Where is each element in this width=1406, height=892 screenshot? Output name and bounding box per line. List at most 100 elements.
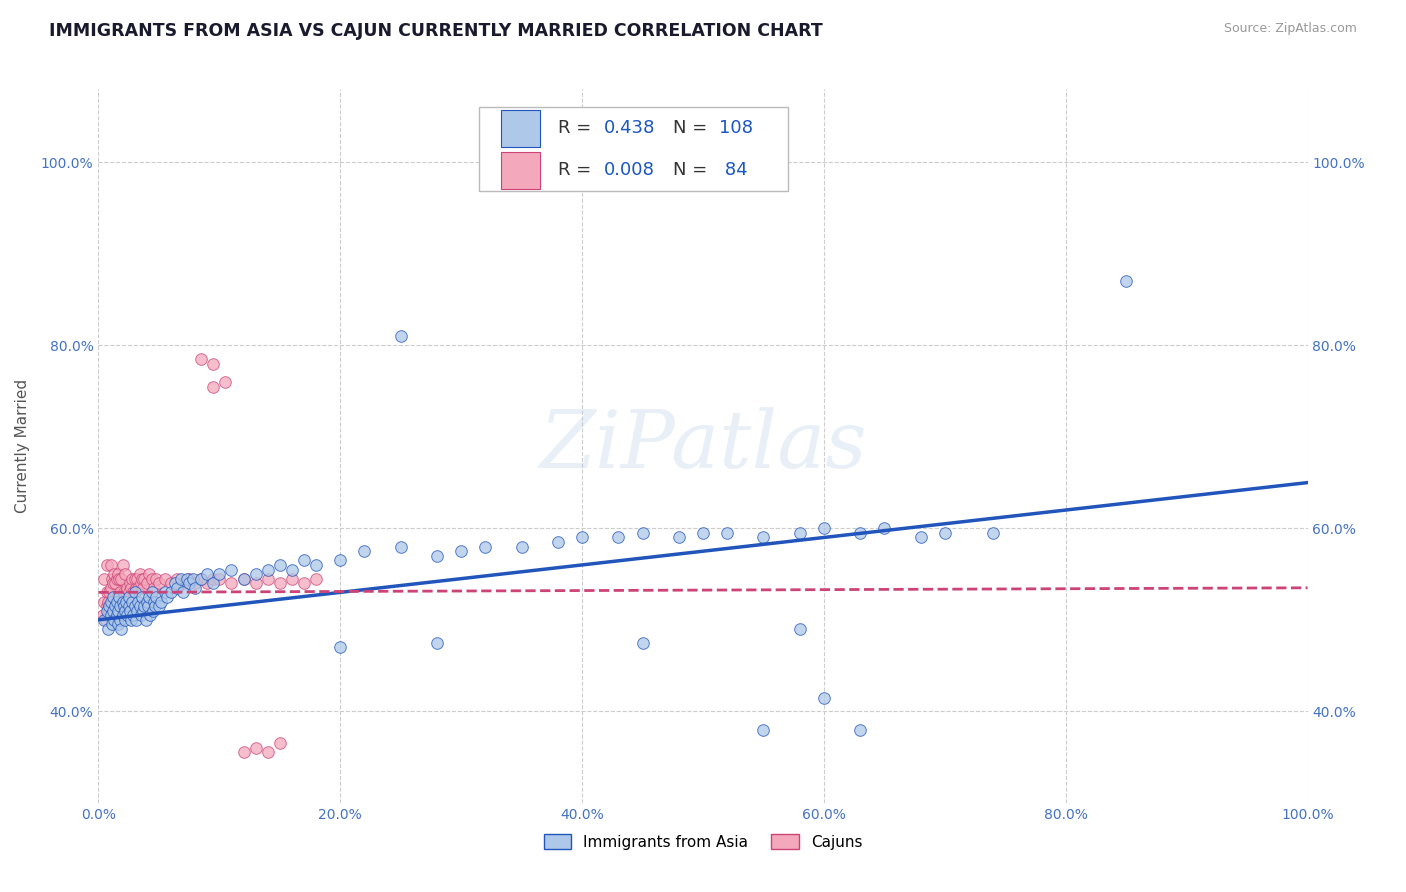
Point <box>269 736 291 750</box>
Point <box>281 562 304 576</box>
Point <box>138 590 160 604</box>
Point <box>98 599 121 613</box>
Point <box>100 617 122 632</box>
Point <box>117 608 139 623</box>
Point <box>269 576 291 591</box>
Text: 0.008: 0.008 <box>603 161 655 179</box>
Point <box>104 604 127 618</box>
Point <box>104 576 127 591</box>
Point <box>122 608 145 623</box>
Point <box>114 604 136 618</box>
Point <box>245 576 267 591</box>
FancyBboxPatch shape <box>501 152 540 189</box>
Point <box>256 572 278 586</box>
Point <box>108 594 131 608</box>
Point <box>128 567 150 582</box>
Point <box>184 576 207 591</box>
Point <box>100 558 122 572</box>
Point <box>111 590 134 604</box>
Point <box>389 540 412 554</box>
Point <box>221 562 243 576</box>
Point <box>97 608 120 623</box>
Point <box>631 636 654 650</box>
Point <box>752 531 775 545</box>
Point <box>107 617 129 632</box>
Point <box>98 585 121 599</box>
Point <box>184 581 207 595</box>
Text: 0.438: 0.438 <box>603 120 655 137</box>
Point <box>118 604 141 618</box>
Point <box>118 585 141 599</box>
Point <box>120 581 142 595</box>
Point <box>111 608 134 623</box>
Point <box>716 525 738 540</box>
Point <box>100 581 122 595</box>
Point <box>873 521 896 535</box>
Point <box>163 576 186 591</box>
Y-axis label: Currently Married: Currently Married <box>15 379 30 513</box>
Point <box>93 572 115 586</box>
Point <box>607 531 630 545</box>
Text: 84: 84 <box>718 161 748 179</box>
Point <box>141 572 163 586</box>
Point <box>115 594 138 608</box>
Point <box>135 594 157 608</box>
Point <box>166 572 188 586</box>
Point <box>96 604 118 618</box>
Point <box>107 594 129 608</box>
Point <box>547 535 569 549</box>
Point <box>108 572 131 586</box>
Point <box>426 636 449 650</box>
Point <box>97 594 120 608</box>
Point <box>143 594 166 608</box>
Point <box>103 590 125 604</box>
Point <box>426 549 449 563</box>
Point <box>166 581 188 595</box>
Point <box>112 585 135 599</box>
Point <box>107 567 129 582</box>
Point <box>305 558 328 572</box>
Point <box>156 590 179 604</box>
Point <box>103 613 125 627</box>
Point <box>179 576 201 591</box>
Point <box>110 594 132 608</box>
Point <box>114 594 136 608</box>
Point <box>143 599 166 613</box>
Point <box>668 531 690 545</box>
Point <box>110 572 132 586</box>
FancyBboxPatch shape <box>501 110 540 146</box>
Point <box>190 572 212 586</box>
Point <box>124 599 146 613</box>
Point <box>232 572 254 586</box>
Point <box>136 599 159 613</box>
Point <box>124 585 146 599</box>
Point <box>202 576 225 591</box>
Point <box>108 613 131 627</box>
Point <box>96 585 118 599</box>
Legend: Immigrants from Asia, Cajuns: Immigrants from Asia, Cajuns <box>537 828 869 855</box>
Point <box>111 558 134 572</box>
Point <box>98 604 121 618</box>
Point <box>571 531 593 545</box>
Point <box>93 613 115 627</box>
Point <box>114 567 136 582</box>
Point <box>121 572 143 586</box>
Point <box>134 572 156 586</box>
Point <box>169 572 191 586</box>
Point <box>329 640 352 655</box>
Point <box>100 608 122 623</box>
Point <box>232 746 254 760</box>
Point <box>125 581 148 595</box>
Point <box>172 576 194 591</box>
Point <box>849 723 872 737</box>
Point <box>202 357 225 371</box>
Point <box>110 622 132 636</box>
Point <box>195 576 218 591</box>
Point <box>96 599 118 613</box>
Point <box>131 590 153 604</box>
Point <box>91 608 114 623</box>
Point <box>124 572 146 586</box>
Point <box>305 572 328 586</box>
Point <box>132 604 155 618</box>
Point <box>353 544 375 558</box>
